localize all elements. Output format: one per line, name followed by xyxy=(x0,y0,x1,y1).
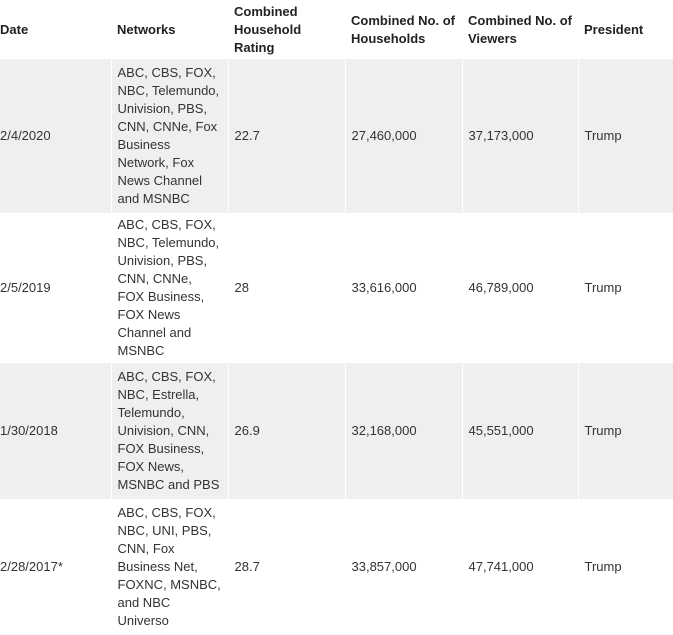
table-body: 2/4/2020 ABC, CBS, FOX, NBC, Telemundo, … xyxy=(0,59,673,635)
table-row: 1/30/2018 ABC, CBS, FOX, NBC, Estrella, … xyxy=(0,363,673,499)
header-networks: Networks xyxy=(111,0,228,59)
table-row: 2/4/2020 ABC, CBS, FOX, NBC, Telemundo, … xyxy=(0,59,673,213)
cell-households: 33,857,000 xyxy=(345,499,463,635)
cell-president: Trump xyxy=(578,499,673,635)
cell-viewers: 46,789,000 xyxy=(462,213,579,363)
cell-rating: 22.7 xyxy=(228,59,346,213)
header-households: Combined No. of Households xyxy=(345,0,462,59)
table-row: 2/5/2019 ABC, CBS, FOX, NBC, Telemundo, … xyxy=(0,213,673,363)
cell-households: 32,168,000 xyxy=(345,363,463,499)
cell-viewers: 47,741,000 xyxy=(462,499,579,635)
cell-networks: ABC, CBS, FOX, NBC, Telemundo, Univision… xyxy=(111,213,229,363)
cell-networks: ABC, CBS, FOX, NBC, Telemundo, Univision… xyxy=(111,59,229,213)
header-row: Date Networks Combined Household Rating … xyxy=(0,0,673,59)
cell-households: 27,460,000 xyxy=(345,59,463,213)
cell-rating: 28 xyxy=(228,213,346,363)
cell-president: Trump xyxy=(578,59,673,213)
header-viewers: Combined No. of Viewers xyxy=(462,0,578,59)
cell-viewers: 45,551,000 xyxy=(462,363,579,499)
header-president: President xyxy=(578,0,673,59)
cell-rating: 26.9 xyxy=(228,363,346,499)
cell-president: Trump xyxy=(578,363,673,499)
cell-networks: ABC, CBS, FOX, NBC, Estrella, Telemundo,… xyxy=(111,363,229,499)
cell-networks: ABC, CBS, FOX, NBC, UNI, PBS, CNN, Fox B… xyxy=(111,499,229,635)
table-header: Date Networks Combined Household Rating … xyxy=(0,0,673,59)
cell-date: 1/30/2018 xyxy=(0,363,112,499)
cell-president: Trump xyxy=(578,213,673,363)
cell-date: 2/5/2019 xyxy=(0,213,112,363)
cell-households: 33,616,000 xyxy=(345,213,463,363)
header-rating: Combined Household Rating xyxy=(228,0,345,59)
cell-date: 2/4/2020 xyxy=(0,59,112,213)
header-date: Date xyxy=(0,0,111,59)
cell-rating: 28.7 xyxy=(228,499,346,635)
cell-date: 2/28/2017* xyxy=(0,499,112,635)
cell-viewers: 37,173,000 xyxy=(462,59,579,213)
table-row: 2/28/2017* ABC, CBS, FOX, NBC, UNI, PBS,… xyxy=(0,499,673,635)
